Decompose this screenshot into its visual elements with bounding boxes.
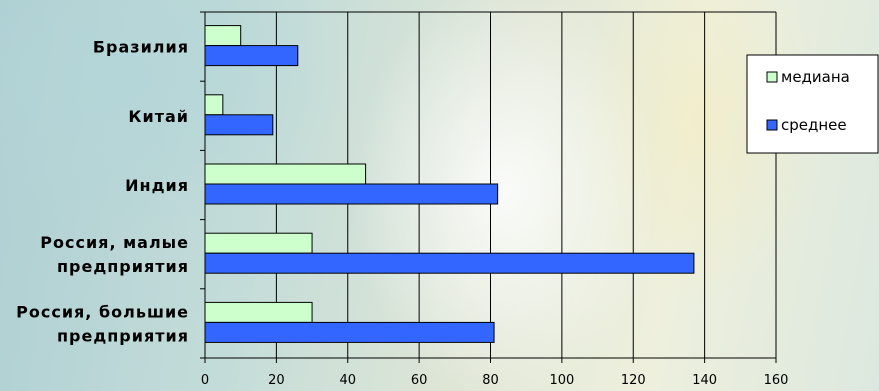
x-tick-label: 60	[411, 373, 428, 388]
category-label: Китай	[128, 107, 189, 126]
bar-median	[204, 163, 367, 185]
x-tick-label: 80	[482, 373, 499, 388]
bar-mean	[204, 321, 495, 343]
x-tick-label: 160	[764, 373, 789, 388]
x-tick-label: 140	[692, 373, 717, 388]
bar-mean	[204, 183, 499, 205]
bar-mean	[204, 45, 299, 67]
legend-swatch	[766, 119, 778, 131]
x-tick-label: 120	[621, 373, 646, 388]
bar-median	[204, 232, 313, 254]
category-label: Россия, большие	[16, 302, 189, 321]
category-label: Индия	[125, 176, 189, 195]
x-tick-label: 40	[339, 373, 356, 388]
x-tick-label: 0	[201, 373, 209, 388]
legend-box	[746, 54, 879, 154]
bar-mean	[204, 114, 274, 136]
category-label: предприятия	[57, 326, 189, 345]
legend-entry: медиана	[781, 68, 850, 86]
bar-median	[204, 301, 313, 323]
category-label: предприятия	[57, 257, 189, 276]
legend-entry: среднее	[781, 116, 847, 134]
bar-median	[204, 94, 224, 116]
bar-median	[204, 25, 242, 47]
category-label: Россия, малые	[40, 233, 189, 252]
x-tick-label: 100	[549, 373, 574, 388]
legend-swatch	[766, 71, 778, 83]
category-label: Бразилия	[93, 38, 189, 57]
bar-mean	[204, 252, 695, 274]
x-tick-label: 20	[268, 373, 285, 388]
